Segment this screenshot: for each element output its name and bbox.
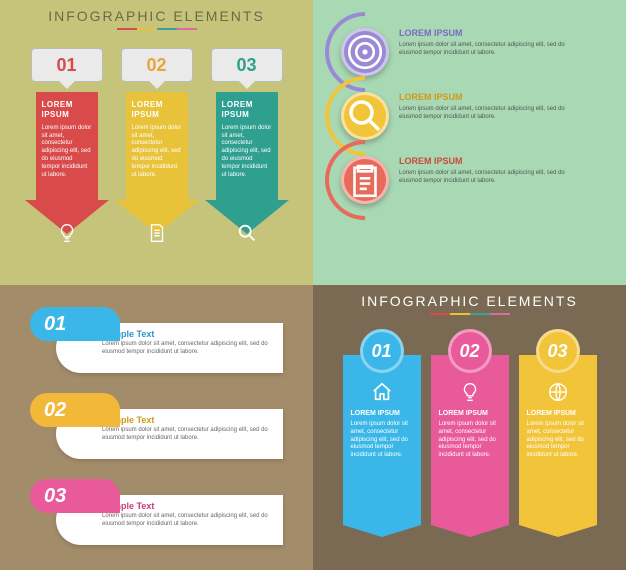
- doc-icon: [146, 222, 168, 244]
- search-icon: [236, 222, 258, 244]
- q4-title: INFOGRAPHIC ELEMENTS: [313, 285, 626, 309]
- ribbon-column: 01 LOREM IPSUM Lorem ipsum dolor sit ame…: [343, 329, 421, 525]
- ribbon-number-circle: 03: [536, 329, 580, 373]
- globe-icon: [547, 381, 569, 403]
- ribbon-header: LOREM IPSUM: [527, 409, 589, 418]
- ribbon-number-circle: 01: [360, 329, 404, 373]
- banner-item: Sample Text Lorem ipsum dolor sit amet, …: [30, 307, 283, 377]
- banner-header: Sample Text: [102, 329, 271, 339]
- arrow-number-box: 01: [31, 48, 103, 82]
- title-underline: [117, 28, 197, 30]
- arrow-body-text: Lorem ipsum dolor sit amet, consectetur …: [132, 125, 182, 180]
- banner-header: Sample Text: [102, 501, 271, 511]
- quadrant-ribbons: INFOGRAPHIC ELEMENTS 01 LOREM IPSUM Lore…: [313, 285, 626, 570]
- q3-item-list: Sample Text Lorem ipsum dolor sit amet, …: [0, 285, 313, 549]
- ribbon-number-circle: 02: [448, 329, 492, 373]
- home-icon: [371, 381, 393, 403]
- ribbon-body: LOREM IPSUM Lorem ipsum dolor sit amet, …: [431, 355, 509, 525]
- banner-item: Sample Text Lorem ipsum dolor sit amet, …: [30, 479, 283, 549]
- quadrant-circles: LOREM IPSUM Lorem ipsum dolor sit amet, …: [313, 0, 626, 285]
- q1-title: INFOGRAPHIC ELEMENTS: [0, 0, 313, 24]
- banner-number-tab: 03: [30, 479, 120, 513]
- quadrant-banners: Sample Text Lorem ipsum dolor sit amet, …: [0, 285, 313, 570]
- banner-number-tab: 02: [30, 393, 120, 427]
- arrow-number-box: 02: [121, 48, 193, 82]
- item-header: LOREM IPSUM: [399, 28, 569, 38]
- ribbon-body-text: Lorem ipsum dolor sit amet, consectetur …: [527, 421, 589, 460]
- q2-item-list: LOREM IPSUM Lorem ipsum dolor sit amet, …: [313, 0, 626, 204]
- banner-number-tab: 01: [30, 307, 120, 341]
- item-header: LOREM IPSUM: [399, 92, 569, 102]
- circle-list-item: LOREM IPSUM Lorem ipsum dolor sit amet, …: [341, 28, 606, 76]
- arrow-subtitle: LOREM IPSUM: [132, 100, 182, 121]
- banner-body: Lorem ipsum dolor sit amet, consectetur …: [102, 513, 271, 529]
- banner-header: Sample Text: [102, 415, 271, 425]
- banner-body: Lorem ipsum dolor sit amet, consectetur …: [102, 341, 271, 357]
- quadrant-arrows: INFOGRAPHIC ELEMENTS 01 LOREM IPSUM Lore…: [0, 0, 313, 285]
- arrow-subtitle: LOREM IPSUM: [42, 100, 92, 121]
- ribbon-column: 02 LOREM IPSUM Lorem ipsum dolor sit ame…: [431, 329, 509, 525]
- arrow-card: 02 LOREM IPSUM Lorem ipsum dolor sit ame…: [121, 48, 193, 234]
- banner-item: Sample Text Lorem ipsum dolor sit amet, …: [30, 393, 283, 463]
- item-body: Lorem ipsum dolor sit amet, consectetur …: [399, 169, 569, 185]
- item-body: Lorem ipsum dolor sit amet, consectetur …: [399, 105, 569, 121]
- ribbon-column: 03 LOREM IPSUM Lorem ipsum dolor sit ame…: [519, 329, 597, 525]
- circle-item-text: LOREM IPSUM Lorem ipsum dolor sit amet, …: [399, 156, 569, 185]
- arrow-card: 01 LOREM IPSUM Lorem ipsum dolor sit ame…: [31, 48, 103, 234]
- arrow-body: LOREM IPSUM Lorem ipsum dolor sit amet, …: [126, 92, 188, 200]
- circle-item-text: LOREM IPSUM Lorem ipsum dolor sit amet, …: [399, 92, 569, 121]
- ribbon-body: LOREM IPSUM Lorem ipsum dolor sit amet, …: [519, 355, 597, 525]
- arrow-number-box: 03: [211, 48, 283, 82]
- ribbon-body-text: Lorem ipsum dolor sit amet, consectetur …: [439, 421, 501, 460]
- arrow-subtitle: LOREM IPSUM: [222, 100, 272, 121]
- circle-list-item: LOREM IPSUM Lorem ipsum dolor sit amet, …: [341, 156, 606, 204]
- bulb-icon: [459, 381, 481, 403]
- arrow-body-text: Lorem ipsum dolor sit amet, consectetur …: [42, 125, 92, 180]
- banner-body: Lorem ipsum dolor sit amet, consectetur …: [102, 427, 271, 443]
- ribbon-body-text: Lorem ipsum dolor sit amet, consectetur …: [351, 421, 413, 460]
- ribbon-body: LOREM IPSUM Lorem ipsum dolor sit amet, …: [343, 355, 421, 525]
- q4-ribbon-row: 01 LOREM IPSUM Lorem ipsum dolor sit ame…: [313, 329, 626, 525]
- ribbon-header: LOREM IPSUM: [351, 409, 413, 418]
- bulb-icon: [56, 222, 78, 244]
- item-header: LOREM IPSUM: [399, 156, 569, 166]
- arrow-body: LOREM IPSUM Lorem ipsum dolor sit amet, …: [36, 92, 98, 200]
- arrow-body-text: Lorem ipsum dolor sit amet, consectetur …: [222, 125, 272, 180]
- circle-list-item: LOREM IPSUM Lorem ipsum dolor sit amet, …: [341, 92, 606, 140]
- arc-decoration: [313, 123, 422, 236]
- ribbon-header: LOREM IPSUM: [439, 409, 501, 418]
- circle-item-text: LOREM IPSUM Lorem ipsum dolor sit amet, …: [399, 28, 569, 57]
- q1-arrow-row: 01 LOREM IPSUM Lorem ipsum dolor sit ame…: [0, 48, 313, 234]
- arrow-body: LOREM IPSUM Lorem ipsum dolor sit amet, …: [216, 92, 278, 200]
- title-underline: [430, 313, 510, 315]
- arrow-card: 03 LOREM IPSUM Lorem ipsum dolor sit ame…: [211, 48, 283, 234]
- item-body: Lorem ipsum dolor sit amet, consectetur …: [399, 41, 569, 57]
